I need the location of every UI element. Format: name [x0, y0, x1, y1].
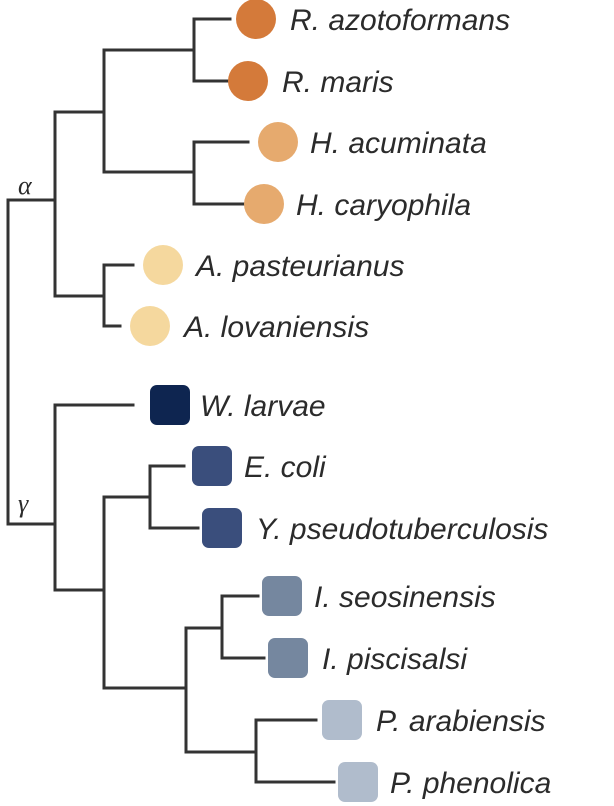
taxon-label-p-arabiensis: P. arabiensis: [376, 705, 546, 738]
taxon-label-i-piscisalsi: I. piscisalsi: [322, 643, 468, 676]
circle-marker-h-acuminata: [258, 122, 298, 162]
taxon-label-p-phenolica: P. phenolica: [390, 767, 551, 800]
clade-label-alpha: α: [18, 171, 33, 200]
circle-marker-r-maris: [228, 61, 268, 101]
taxon-label-a-pasteurianus: A. pasteurianus: [194, 250, 404, 283]
circle-marker-a-lovaniensis: [130, 306, 170, 346]
taxon-label-r-maris: R. maris: [282, 66, 394, 99]
taxon-label-i-seosinensis: I. seosinensis: [314, 581, 496, 614]
square-marker-e-coli: [192, 446, 232, 486]
square-marker-p-arabiensis: [322, 700, 362, 740]
taxon-label-h-acuminata: H. acuminata: [310, 127, 487, 160]
taxon-label-r-azotoformans: R. azotoformans: [290, 4, 510, 37]
tree-branches: [6, 17, 336, 784]
tree-leaves: R. azotoformans R. maris H. acuminata H. ca…: [130, 0, 551, 802]
clade-label-gamma: γ: [18, 489, 29, 518]
taxon-label-w-larvae: W. larvae: [200, 390, 326, 423]
square-marker-i-piscisalsi: [268, 638, 308, 678]
clade-labels: α γ: [18, 171, 33, 518]
circle-marker-h-caryophila: [244, 184, 284, 224]
taxon-label-a-lovaniensis: A. lovaniensis: [182, 311, 369, 344]
taxon-label-e-coli: E. coli: [244, 451, 327, 484]
square-marker-y-pseudotuberculosis: [202, 508, 242, 548]
square-marker-w-larvae: [150, 385, 190, 425]
square-marker-p-phenolica: [338, 762, 378, 802]
circle-marker-r-azotoformans: [236, 0, 276, 39]
taxon-label-h-caryophila: H. caryophila: [296, 189, 471, 222]
square-marker-i-seosinensis: [262, 576, 302, 616]
circle-marker-a-pasteurianus: [143, 245, 183, 285]
taxon-label-y-pseudotuberculosis: Y. pseudotuberculosis: [256, 513, 548, 546]
